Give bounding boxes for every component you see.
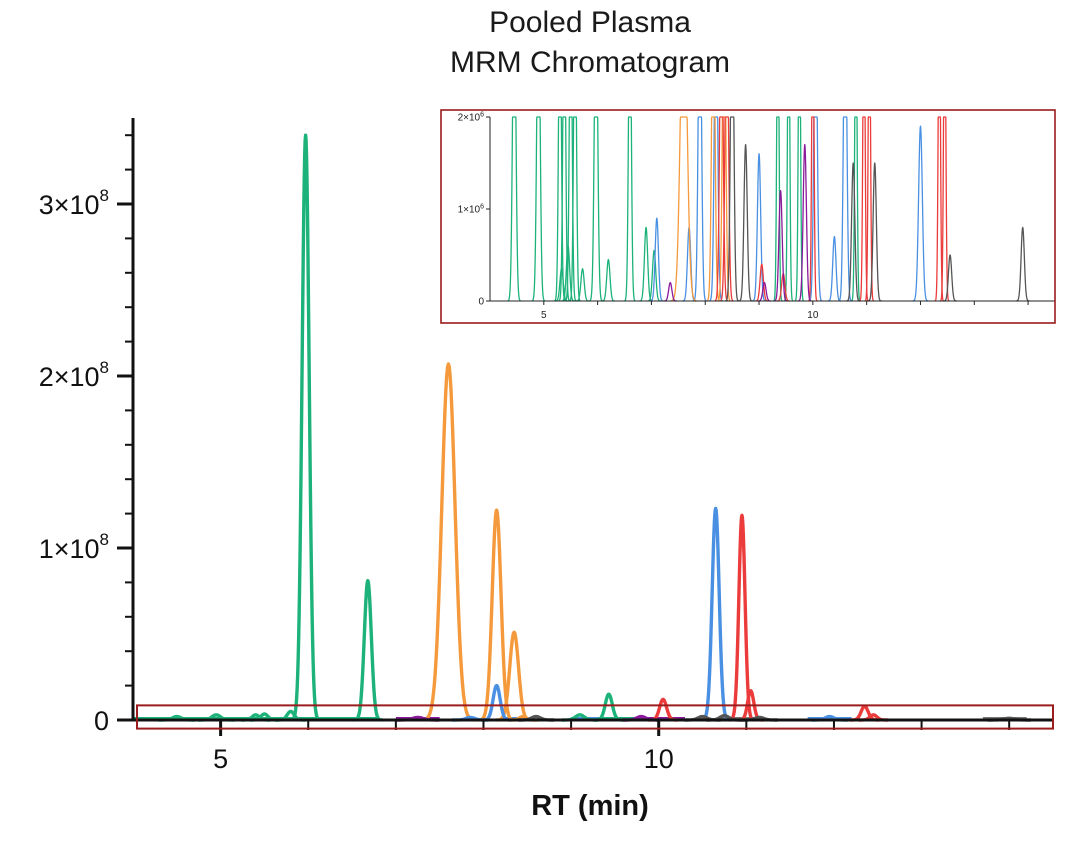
inset-x-tick-label-0: 5 bbox=[541, 310, 547, 321]
inset-gray-peak-4 bbox=[942, 254, 958, 302]
inset-blue-peak-5 bbox=[808, 116, 823, 302]
inset-purple-peak-3 bbox=[757, 281, 772, 302]
red-peak-1 bbox=[727, 513, 756, 722]
inset-y-tick-label-1: 1×106 bbox=[458, 204, 485, 216]
y-tick-label-2: 2×108 bbox=[39, 358, 109, 392]
inset-purple-peak-2 bbox=[773, 189, 788, 302]
inset-red-peak-1 bbox=[719, 116, 734, 302]
inset-axes: 0 1×106 2×106 5 10 bbox=[458, 112, 1055, 321]
green-peak-6 bbox=[352, 578, 384, 722]
inset-red-peak-2 bbox=[754, 263, 769, 302]
green-peak-8 bbox=[593, 692, 625, 722]
inset-traces bbox=[507, 116, 1030, 302]
green-peak-5 bbox=[289, 133, 322, 722]
inset-border bbox=[440, 109, 1056, 324]
inset-green-peak-0 bbox=[507, 116, 522, 302]
inset-orange-peak-0 bbox=[670, 116, 698, 302]
inset-gray-peak-0 bbox=[725, 116, 740, 302]
inset-green-peak-6 bbox=[588, 116, 604, 302]
inset-y-tick-label-2: 2×106 bbox=[458, 112, 485, 124]
zoom-inset: 0 1×106 2×106 5 10 bbox=[440, 109, 1056, 324]
inset-green-peak-11 bbox=[601, 258, 616, 302]
blue-peak-2 bbox=[699, 506, 732, 722]
inset-green-peak-13 bbox=[647, 249, 662, 302]
main-axes: 0 1×108 2×108 3×108 5 10 bbox=[39, 118, 1053, 774]
inset-gray-peak-5 bbox=[1015, 226, 1030, 302]
chart-title-line-1: Pooled Plasma bbox=[489, 6, 691, 39]
inset-y-tick-label-0: 0 bbox=[478, 297, 484, 308]
inset-blue-peak-4 bbox=[751, 153, 767, 302]
inset-blue-peak-2 bbox=[692, 116, 707, 302]
orange-peak-0 bbox=[420, 362, 477, 722]
red-peak-0 bbox=[647, 697, 679, 722]
inset-green-peak-3 bbox=[558, 116, 571, 302]
inset-green-peak-10 bbox=[575, 268, 590, 302]
x-tick-label-0: 5 bbox=[213, 744, 228, 774]
inset-red-peak-6 bbox=[864, 116, 875, 302]
inset-gray-peak-2 bbox=[846, 162, 861, 302]
y-tick-label-1: 1×108 bbox=[39, 530, 109, 564]
inset-x-tick-label-1: 10 bbox=[807, 310, 819, 321]
inset-green-peak-7 bbox=[623, 116, 636, 302]
x-tick-label-1: 10 bbox=[644, 744, 674, 774]
inset-purple-peak-1 bbox=[797, 143, 812, 302]
chart-title-line-2: MRM Chromatogram bbox=[450, 46, 730, 79]
inset-blue-peak-6 bbox=[827, 235, 842, 302]
inset-green-peak-8 bbox=[554, 268, 569, 302]
y-tick-label-0: 0 bbox=[94, 706, 109, 736]
x-axis-title: RT (min) bbox=[531, 790, 649, 822]
orange-peak-1 bbox=[477, 508, 516, 722]
inset-green-peak-16 bbox=[794, 116, 805, 302]
inset-blue-peak-0 bbox=[649, 217, 664, 302]
inset-green-peak-1 bbox=[531, 116, 546, 302]
y-tick-label-3: 3×108 bbox=[39, 186, 109, 220]
inset-gray-peak-1 bbox=[738, 143, 753, 302]
red-peak-3 bbox=[848, 704, 881, 722]
inset-blue-peak-8 bbox=[912, 125, 929, 302]
inset-red-peak-0 bbox=[714, 116, 729, 302]
baseline-zoom-box bbox=[136, 704, 1054, 730]
inset-green-peak-4 bbox=[564, 116, 577, 302]
inset-gray-peak-3 bbox=[867, 162, 882, 302]
inset-purple-peak-0 bbox=[663, 281, 678, 302]
inset-green-peak-17 bbox=[850, 116, 861, 302]
inset-red-peak-4 bbox=[807, 116, 818, 302]
inset-green-peak-9 bbox=[560, 245, 576, 302]
